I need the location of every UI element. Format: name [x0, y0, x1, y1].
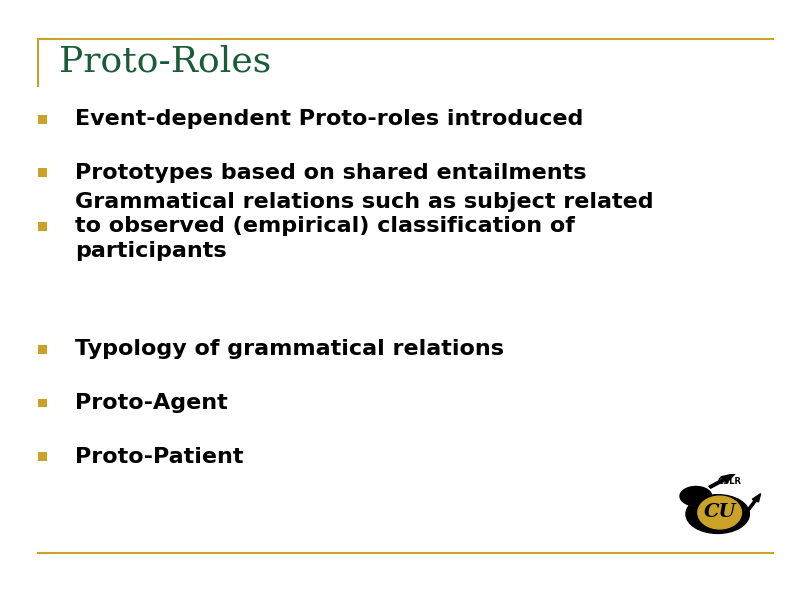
- Text: Proto-Roles: Proto-Roles: [59, 45, 272, 79]
- Bar: [38, 115, 47, 123]
- Text: CSLR: CSLR: [718, 477, 741, 486]
- Text: Proto-Agent: Proto-Agent: [75, 393, 228, 413]
- Circle shape: [698, 496, 741, 529]
- Text: Typology of grammatical relations: Typology of grammatical relations: [75, 339, 504, 359]
- FancyArrow shape: [709, 474, 735, 488]
- Bar: [38, 169, 47, 177]
- Text: Prototypes based on shared entailments: Prototypes based on shared entailments: [75, 163, 587, 183]
- Ellipse shape: [686, 495, 749, 533]
- Text: Event-dependent Proto-roles introduced: Event-dependent Proto-roles introduced: [75, 109, 584, 129]
- Ellipse shape: [680, 486, 712, 506]
- FancyArrow shape: [746, 493, 760, 511]
- Bar: [38, 222, 47, 231]
- Bar: [38, 399, 47, 407]
- Text: CU: CU: [703, 503, 736, 521]
- Text: Proto-Patient: Proto-Patient: [75, 446, 243, 467]
- Bar: [38, 345, 47, 353]
- Text: Grammatical relations such as subject related
to observed (empirical) classifica: Grammatical relations such as subject re…: [75, 192, 654, 261]
- Bar: [38, 452, 47, 461]
